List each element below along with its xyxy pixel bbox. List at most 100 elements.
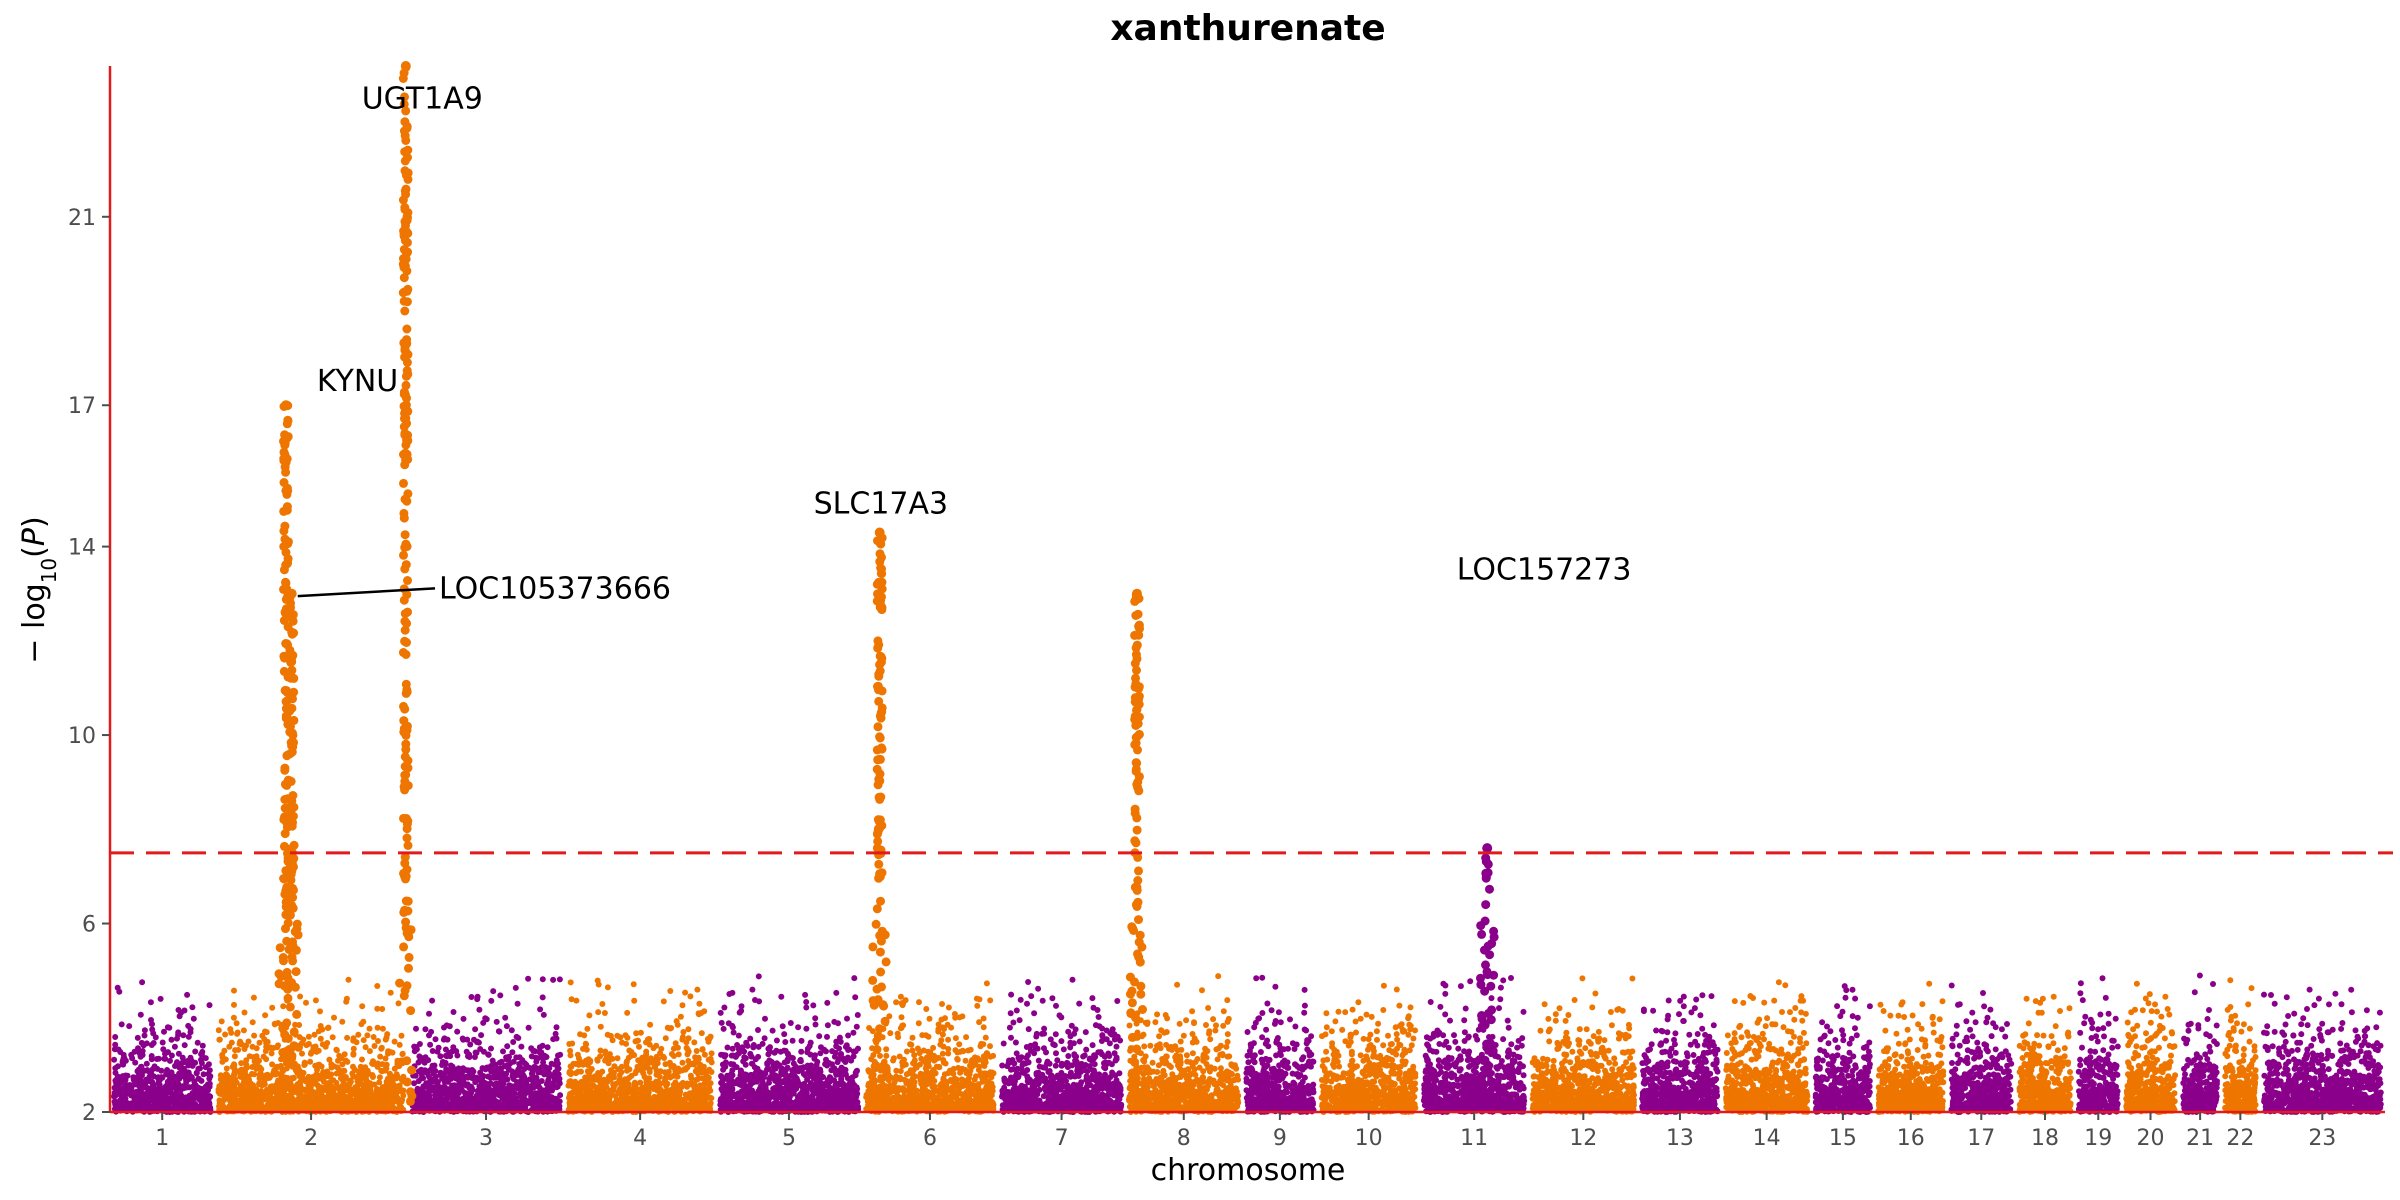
snp-point: [251, 1032, 258, 1039]
snp-point: [706, 1103, 713, 1110]
snp-point: [198, 1077, 205, 1084]
snp-point: [233, 1020, 240, 1027]
snp-point: [361, 1066, 368, 1073]
snp-point: [776, 1085, 783, 1092]
snp-point: [189, 1097, 196, 1104]
snp-point: [206, 1104, 212, 1111]
snp-point: [656, 1073, 663, 1080]
snp-point: [603, 1102, 610, 1109]
snp-point: [148, 1072, 155, 1079]
snp-point: [679, 1101, 686, 1108]
snp-point: [378, 1044, 385, 1051]
snp-point: [138, 1039, 145, 1046]
snp-point: [420, 1075, 427, 1082]
snp-point: [427, 1041, 434, 1048]
snp-point: [834, 1059, 841, 1066]
snp-point: [218, 1018, 225, 1025]
snp-point: [679, 1059, 686, 1066]
snp-point: [241, 1009, 248, 1016]
snp-point: [588, 1066, 595, 1072]
snp-point: [166, 1095, 173, 1102]
snp-point: [599, 1001, 606, 1007]
snp-point: [426, 1010, 432, 1017]
snp-point: [145, 1085, 152, 1092]
snp-point: [570, 1096, 576, 1103]
snp-point: [139, 1048, 146, 1054]
snp-point: [159, 1039, 166, 1046]
snp-point: [697, 1095, 704, 1102]
snp-point: [686, 1061, 693, 1068]
snp-point: [132, 1059, 139, 1066]
snp-point: [391, 1038, 398, 1045]
snp-point: [230, 1014, 237, 1021]
snp-point: [413, 1046, 420, 1053]
snp-point: [597, 1092, 604, 1099]
snp-point: [473, 1074, 480, 1081]
snp-point: [548, 1086, 555, 1093]
snp-point: [292, 1021, 299, 1028]
snp-point: [369, 1074, 376, 1080]
snp-point: [665, 1068, 672, 1075]
snp-point: [674, 1044, 681, 1051]
snp-point: [521, 1060, 528, 1067]
snp-point: [450, 1044, 457, 1051]
snp-point: [852, 1094, 859, 1101]
snp-point: [438, 1098, 444, 1105]
snp-point: [387, 1073, 394, 1080]
snp-point: [537, 1006, 544, 1013]
snp-point: [797, 1056, 804, 1063]
snp-point: [173, 1061, 180, 1068]
snp-point: [217, 1088, 224, 1094]
snp-point: [644, 1099, 651, 1105]
snp-point: [269, 1061, 276, 1068]
snp-point: [684, 1083, 690, 1090]
snp-point: [644, 1087, 651, 1094]
snp-point: [682, 989, 689, 996]
snp-point: [301, 1061, 308, 1068]
snp-point: [274, 1044, 281, 1051]
snp-point: [747, 1103, 754, 1110]
snp-point: [350, 1045, 357, 1052]
snp-point: [197, 1065, 203, 1072]
snp-point: [339, 1018, 346, 1025]
snp-point: [249, 1043, 256, 1050]
snp-point: [206, 1067, 213, 1074]
snp-point: [845, 1047, 852, 1053]
snp-point: [815, 1085, 822, 1092]
snp-point: [536, 1048, 543, 1055]
snp-point: [324, 1025, 331, 1031]
snp-point: [575, 1104, 581, 1111]
snp-point: [460, 1081, 467, 1088]
snp-point: [324, 1084, 331, 1090]
snp-point: [484, 1093, 491, 1100]
snp-point: [232, 1047, 239, 1054]
snp-point: [701, 1051, 708, 1058]
snp-point: [631, 1099, 638, 1106]
snp-point: [738, 1088, 745, 1095]
snp-point: [442, 1078, 449, 1085]
snp-point: [609, 1037, 616, 1044]
snp-point: [341, 1068, 348, 1074]
snp-point: [200, 1071, 207, 1078]
snp-point: [397, 1086, 403, 1092]
snp-point: [256, 1039, 263, 1046]
snp-point: [580, 1061, 587, 1068]
snp-point: [206, 1083, 213, 1090]
snp-point: [670, 1053, 677, 1059]
snp-point: [541, 1069, 548, 1076]
snp-point: [531, 1064, 538, 1070]
snp-point: [839, 1065, 846, 1072]
snp-point: [121, 1055, 128, 1061]
snp-point: [474, 996, 481, 1003]
snp-point: [388, 1082, 395, 1089]
snp-point: [228, 1029, 235, 1036]
snp-point: [824, 1022, 831, 1029]
snp-point: [523, 1089, 530, 1096]
snp-point: [288, 1075, 295, 1082]
snp-point: [637, 1029, 644, 1036]
snp-point: [853, 1023, 860, 1030]
snp-point: [502, 1100, 509, 1107]
snp-point: [145, 1078, 152, 1084]
snp-point: [842, 1071, 849, 1078]
snp-point: [197, 1086, 204, 1093]
